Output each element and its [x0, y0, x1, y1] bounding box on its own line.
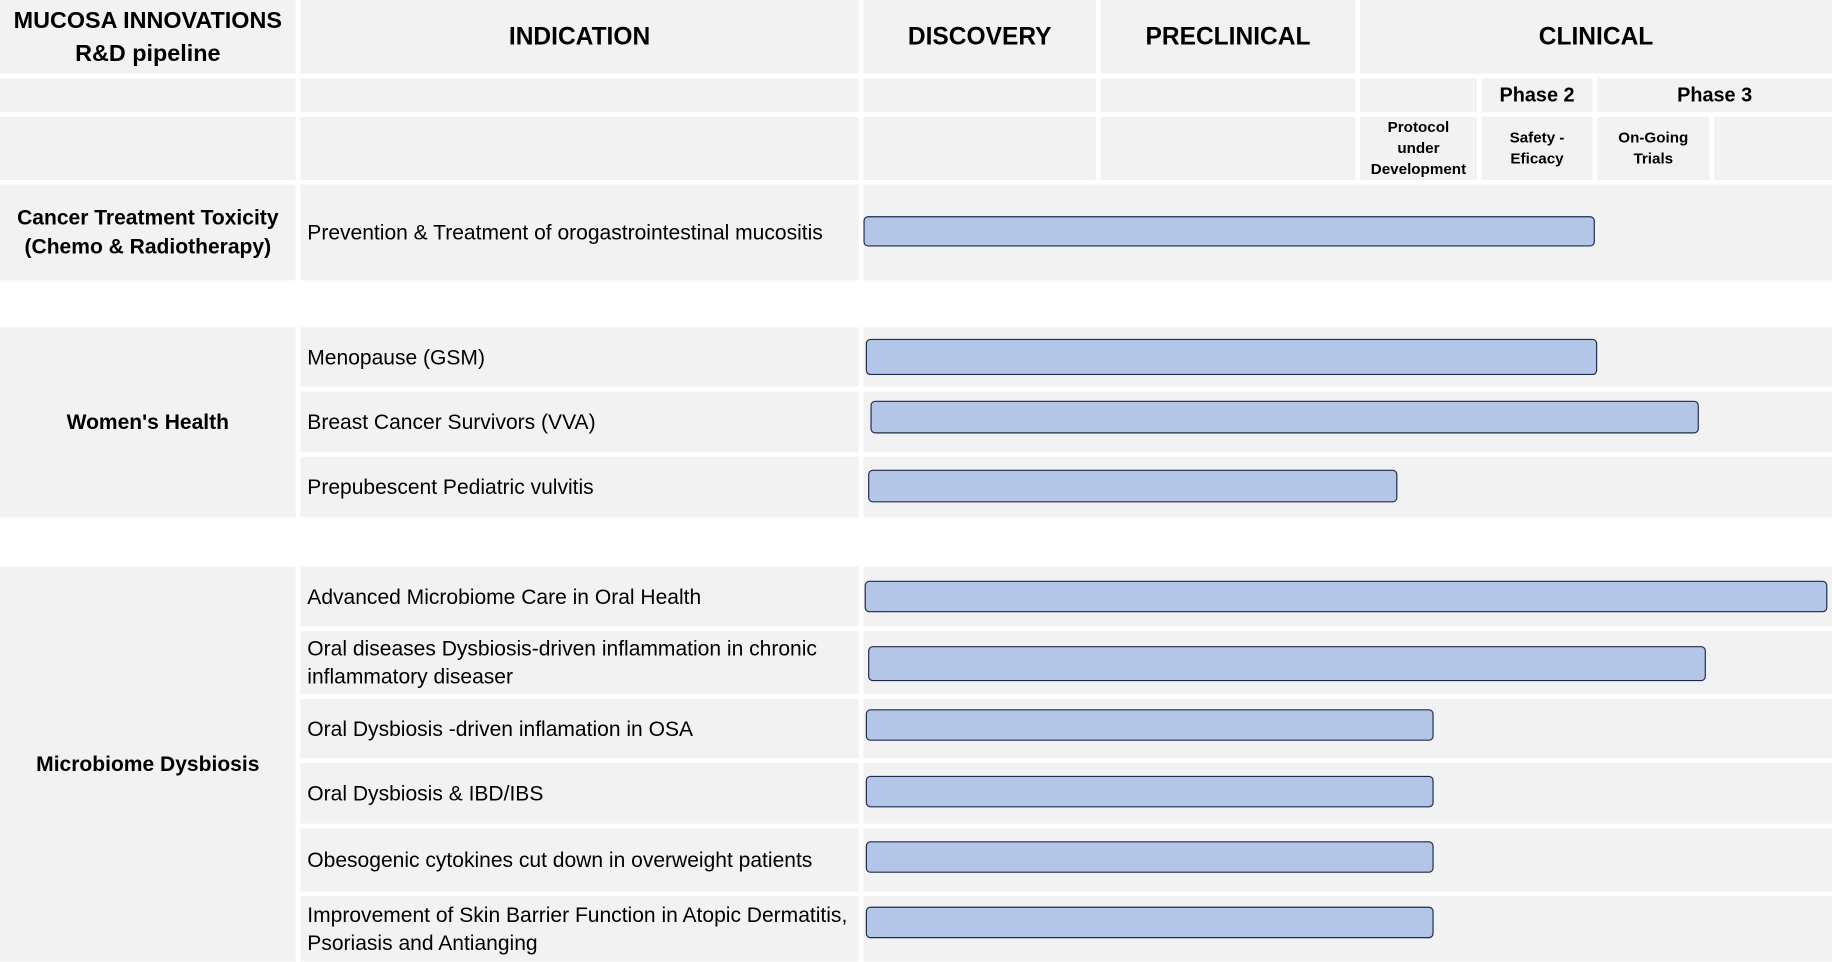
chart-title-line1: MUCOSA INNOVATIONS — [13, 7, 282, 34]
header-blank — [0, 78, 296, 113]
header-blank — [300, 78, 859, 113]
header-blank — [863, 116, 1096, 180]
header-blank — [1100, 78, 1356, 113]
header-safety: Safety - Eficacy — [1481, 116, 1593, 180]
progress-bar-breast-cancer — [870, 400, 1699, 434]
indication-label: Oral Dysbiosis -driven inflamation in OS… — [300, 698, 859, 759]
header-blank — [300, 116, 859, 180]
category-microbiome-dysbiosis: Microbiome Dysbiosis — [0, 566, 296, 962]
category-cancer-toxicity: Cancer Treatment Toxicity (Chemo & Radio… — [0, 184, 296, 281]
indication-label: Prevention & Treatment of orogastrointes… — [300, 184, 859, 281]
header-phase3: Phase 3 — [1597, 78, 1832, 113]
chart-title-line2: R&D pipeline — [75, 40, 221, 67]
category-womens-health: Women's Health — [0, 327, 296, 518]
header-preclinical: PRECLINICAL — [1100, 0, 1356, 74]
indication-label: Breast Cancer Survivors (VVA) — [300, 391, 859, 453]
category-label-line2: (Chemo & Radiotherapy) — [24, 234, 272, 259]
indication-label: Menopause (GSM) — [300, 327, 859, 387]
progress-bar-mucositis — [863, 216, 1595, 247]
header-discovery: DISCOVERY — [863, 0, 1096, 74]
progress-bar-osa — [865, 709, 1434, 741]
progress-bar-pediatric-vulvitis — [868, 469, 1398, 503]
progress-bar-oral-health — [864, 580, 1828, 613]
header-clinical: CLINICAL — [1360, 0, 1832, 74]
progress-bar-chronic-inflammatory — [868, 646, 1706, 682]
chart-title: MUCOSA INNOVATIONS R&D pipeline — [0, 0, 296, 74]
header-indication: INDICATION — [300, 0, 859, 74]
progress-bar-menopause — [865, 338, 1598, 376]
header-blank — [1100, 116, 1356, 180]
progress-bar-skin-barrier — [865, 906, 1434, 939]
header-ongoing: On-Going Trials — [1597, 116, 1710, 180]
indication-label: Improvement of Skin Barrier Function in … — [300, 896, 859, 962]
indication-label: Prepubescent Pediatric vulvitis — [300, 456, 859, 518]
header-blank — [863, 78, 1096, 113]
indication-label: Oral Dysbiosis & IBD/IBS — [300, 762, 859, 824]
progress-bar-ibd-ibs — [865, 775, 1434, 808]
indication-label: Oral diseases Dysbiosis-driven inflammat… — [300, 630, 859, 695]
header-blank — [1360, 78, 1477, 113]
category-label-line1: Cancer Treatment Toxicity — [17, 205, 279, 230]
header-protocol: Protocol under Development — [1360, 116, 1477, 180]
header-blank — [1714, 116, 1832, 180]
indication-label: Advanced Microbiome Care in Oral Health — [300, 566, 859, 627]
header-phase2: Phase 2 — [1481, 78, 1593, 113]
indication-label: Obesogenic cytokines cut down in overwei… — [300, 828, 859, 892]
progress-bar-obesogenic — [865, 841, 1434, 873]
header-blank — [0, 116, 296, 180]
